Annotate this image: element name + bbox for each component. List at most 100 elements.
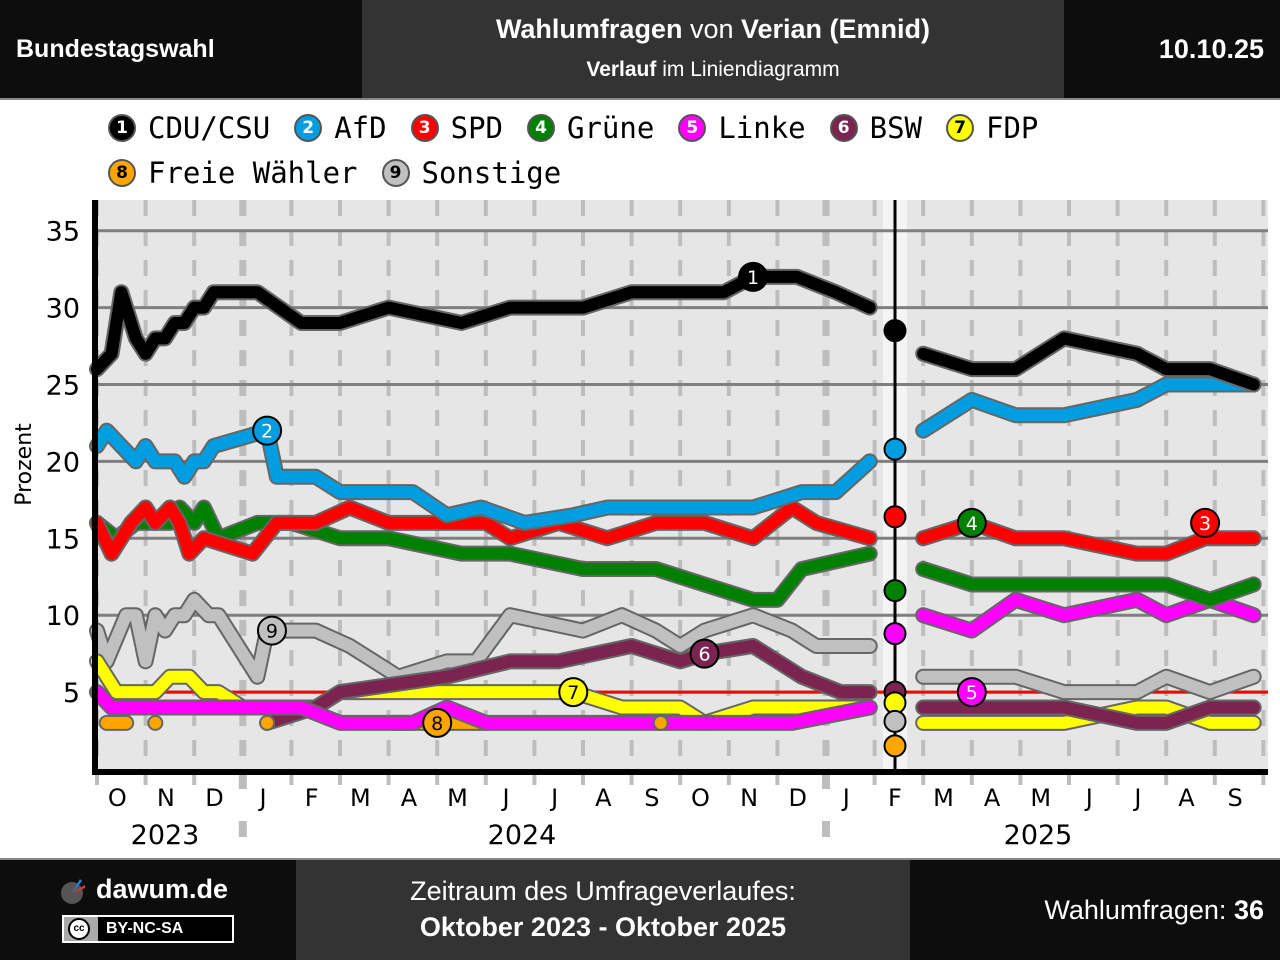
series-number-text: 1 — [747, 267, 759, 289]
legend-marker-icon: 6 — [829, 114, 858, 142]
series-line-cducsu — [917, 332, 1260, 391]
legend-marker-icon: 3 — [410, 114, 439, 142]
x-tick — [1115, 775, 1120, 785]
legend-item: 5 Linke — [678, 111, 806, 145]
x-tick — [969, 775, 974, 785]
year-label: 2024 — [488, 820, 557, 851]
license-badge[interactable]: cc BY-NC-SA — [62, 915, 234, 943]
cc-icon: cc — [64, 917, 98, 941]
legend-label: Freie Wähler — [148, 156, 358, 190]
x-tick-label: N — [740, 784, 758, 812]
dawum-logo-icon — [60, 877, 86, 904]
legend-marker-icon: 2 — [294, 114, 323, 142]
footer-divider — [0, 858, 1280, 860]
series-number-text: 5 — [966, 682, 978, 704]
series-number-badge — [689, 638, 720, 669]
election-result-dot — [883, 579, 907, 603]
legend-item: 4 Grüne — [527, 111, 654, 145]
x-tick — [143, 775, 148, 785]
election-result-dot — [883, 437, 907, 461]
legend-label: FDP — [986, 111, 1039, 145]
legend-marker-icon: 1 — [108, 114, 136, 142]
series-number-badge — [422, 707, 453, 738]
x-tick-label: D — [788, 784, 806, 812]
x-tick — [95, 775, 99, 785]
year-label: 2023 — [131, 820, 200, 851]
x-tick-label: O — [691, 784, 710, 812]
legend-item: 3 SPD — [410, 111, 503, 145]
x-tick-label: N — [157, 784, 175, 812]
x-tick-label: J — [1084, 784, 1093, 812]
x-tick — [338, 775, 342, 785]
x-axis — [92, 769, 1268, 775]
legend-label: CDU/CSU — [148, 111, 271, 145]
legend-item: 2 AfD — [294, 111, 387, 145]
x-tick-label: F — [888, 784, 902, 812]
x-tick-label: J — [841, 784, 850, 812]
series-line-linke — [91, 686, 876, 729]
x-tick-label: M — [350, 784, 371, 812]
x-tick-label: M — [447, 784, 468, 812]
fw-point — [147, 714, 164, 731]
x-tick — [775, 775, 780, 785]
poll-count-label: Wahlumfragen: — [1044, 895, 1234, 925]
period-label: Zeitraum des Umfrageverlaufes: — [410, 876, 796, 906]
x-tick — [1018, 775, 1023, 785]
y-axis-label: Prozent — [12, 423, 37, 506]
legend-marker-icon: 5 — [678, 114, 707, 142]
legend-marker-icon: 4 — [527, 114, 555, 142]
section-title: Bundestagswahl — [0, 0, 362, 98]
x-tick-label: J — [549, 784, 558, 812]
year-separator — [822, 821, 830, 837]
legend-row: 8 Freie Wähler 9 Sonstige — [108, 151, 585, 190]
series-number-badge — [956, 507, 987, 538]
legend-marker-icon: 7 — [946, 114, 975, 142]
series-line-afd — [917, 378, 1260, 437]
chart-title-block: Wahlumfragen von Verian (Emnid) Verlauf … — [362, 0, 1064, 98]
legend-item: 1 CDU/CSU — [108, 111, 270, 145]
legend-label: BSW — [869, 111, 923, 145]
brand-name: dawum.de — [96, 874, 229, 904]
x-tick — [921, 775, 926, 785]
header-divider — [0, 98, 1280, 100]
series-number-text: 4 — [966, 513, 978, 535]
x-tick-label: J — [501, 784, 510, 812]
x-tick — [386, 775, 391, 785]
y-tick-label: 20 — [46, 447, 80, 478]
series-number-badge — [956, 677, 987, 708]
x-tick-label: M — [1030, 784, 1051, 812]
series-number-text: 3 — [1199, 513, 1211, 535]
x-tick — [435, 775, 440, 785]
year-separator — [238, 821, 247, 837]
year-label: 2025 — [1004, 820, 1073, 851]
header: Bundestagswahl Wahlumfragen von Verian (… — [0, 0, 1280, 98]
brand-link[interactable]: dawum.de — [60, 874, 228, 905]
legend-label: Linke — [718, 111, 806, 145]
election-result-dot — [883, 734, 907, 758]
legend-row: 1 CDU/CSU 2 AfD 3 SPD 4 Grüne 5 Linke 6 BSW 7 FDP — [108, 106, 1062, 145]
fw-point — [652, 714, 669, 731]
series-line-grne — [917, 563, 1260, 606]
x-tick-label: A — [1178, 784, 1195, 812]
y-tick-label: 5 — [63, 678, 80, 709]
date-label: 10.10.25 — [1064, 0, 1280, 98]
legend-item: 7 FDP — [946, 111, 1038, 145]
footer-brand-block: dawum.de cc BY-NC-SA — [0, 860, 296, 960]
election-result-dot — [883, 505, 907, 529]
x-tick — [1067, 775, 1071, 785]
x-tick — [532, 775, 537, 785]
y-tick-label: 35 — [46, 217, 80, 248]
series-line-sonstige — [91, 593, 876, 683]
series-number-text: 6 — [698, 644, 710, 666]
x-tick-label: S — [1227, 784, 1242, 812]
x-tick — [483, 775, 488, 785]
legend-marker-icon: 9 — [381, 159, 410, 187]
x-tick-label: A — [401, 784, 418, 812]
series-number-text: 2 — [261, 421, 273, 443]
x-tick — [629, 775, 634, 785]
x-tick-label: M — [933, 784, 954, 812]
series-line-afd — [91, 424, 876, 529]
series-number-badge — [252, 415, 283, 446]
election-result-dot — [883, 709, 907, 733]
